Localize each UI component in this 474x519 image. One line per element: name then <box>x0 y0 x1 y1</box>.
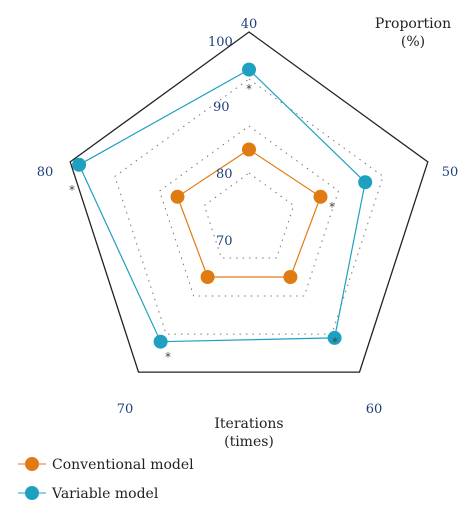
series-1-point-70 <box>153 334 168 349</box>
series-0-point-50 <box>313 189 328 204</box>
legend-label-variable: Variable model <box>51 486 159 502</box>
proportion-title: Proportion <box>375 16 451 32</box>
legend: Conventional model Variable model <box>18 457 194 502</box>
category-label-60: 60 <box>366 402 383 417</box>
series-layer <box>72 62 373 349</box>
significance-marker-50: * <box>329 200 335 214</box>
grid-ring-80 <box>159 125 339 297</box>
series-0-point-70 <box>200 270 215 284</box>
legend-label-conventional: Conventional model <box>52 457 194 473</box>
series-1-point-60 <box>327 330 342 345</box>
category-label-40: 40 <box>241 17 258 32</box>
series-1-point-50 <box>358 175 373 190</box>
grid-layer <box>69 31 429 373</box>
legend-marker-variable <box>25 486 39 500</box>
ring-label-80: 80 <box>216 167 233 182</box>
significance-marker-60: * <box>332 335 338 349</box>
grid-ring-100 <box>69 31 429 373</box>
ring-label-90: 90 <box>213 100 230 115</box>
series-1-point-40 <box>242 62 256 77</box>
label-layer: 70 80 90 100 40 50 60 70 80 Proportion (… <box>37 16 459 450</box>
category-label-70: 70 <box>117 402 134 417</box>
series-1-point-80 <box>72 157 87 172</box>
legend-marker-conventional <box>25 457 39 471</box>
grid-ring-70 <box>203 172 295 259</box>
series-0-point-40 <box>242 142 256 157</box>
iterations-unit: (times) <box>224 434 274 450</box>
category-label-80: 80 <box>37 165 54 180</box>
significance-marker-40: * <box>246 82 252 96</box>
series-line-0 <box>176 148 322 278</box>
proportion-unit: (%) <box>401 34 425 50</box>
series-0-point-60 <box>283 270 298 284</box>
series-0-point-80 <box>170 189 185 204</box>
category-label-50: 50 <box>442 165 459 180</box>
iterations-title: Iterations <box>214 416 283 432</box>
ring-label-100: 100 <box>208 35 233 50</box>
ring-label-70: 70 <box>216 234 233 249</box>
series-line-1 <box>78 68 366 343</box>
significance-marker-80: * <box>69 183 75 197</box>
significance-marker-70: * <box>165 350 171 364</box>
